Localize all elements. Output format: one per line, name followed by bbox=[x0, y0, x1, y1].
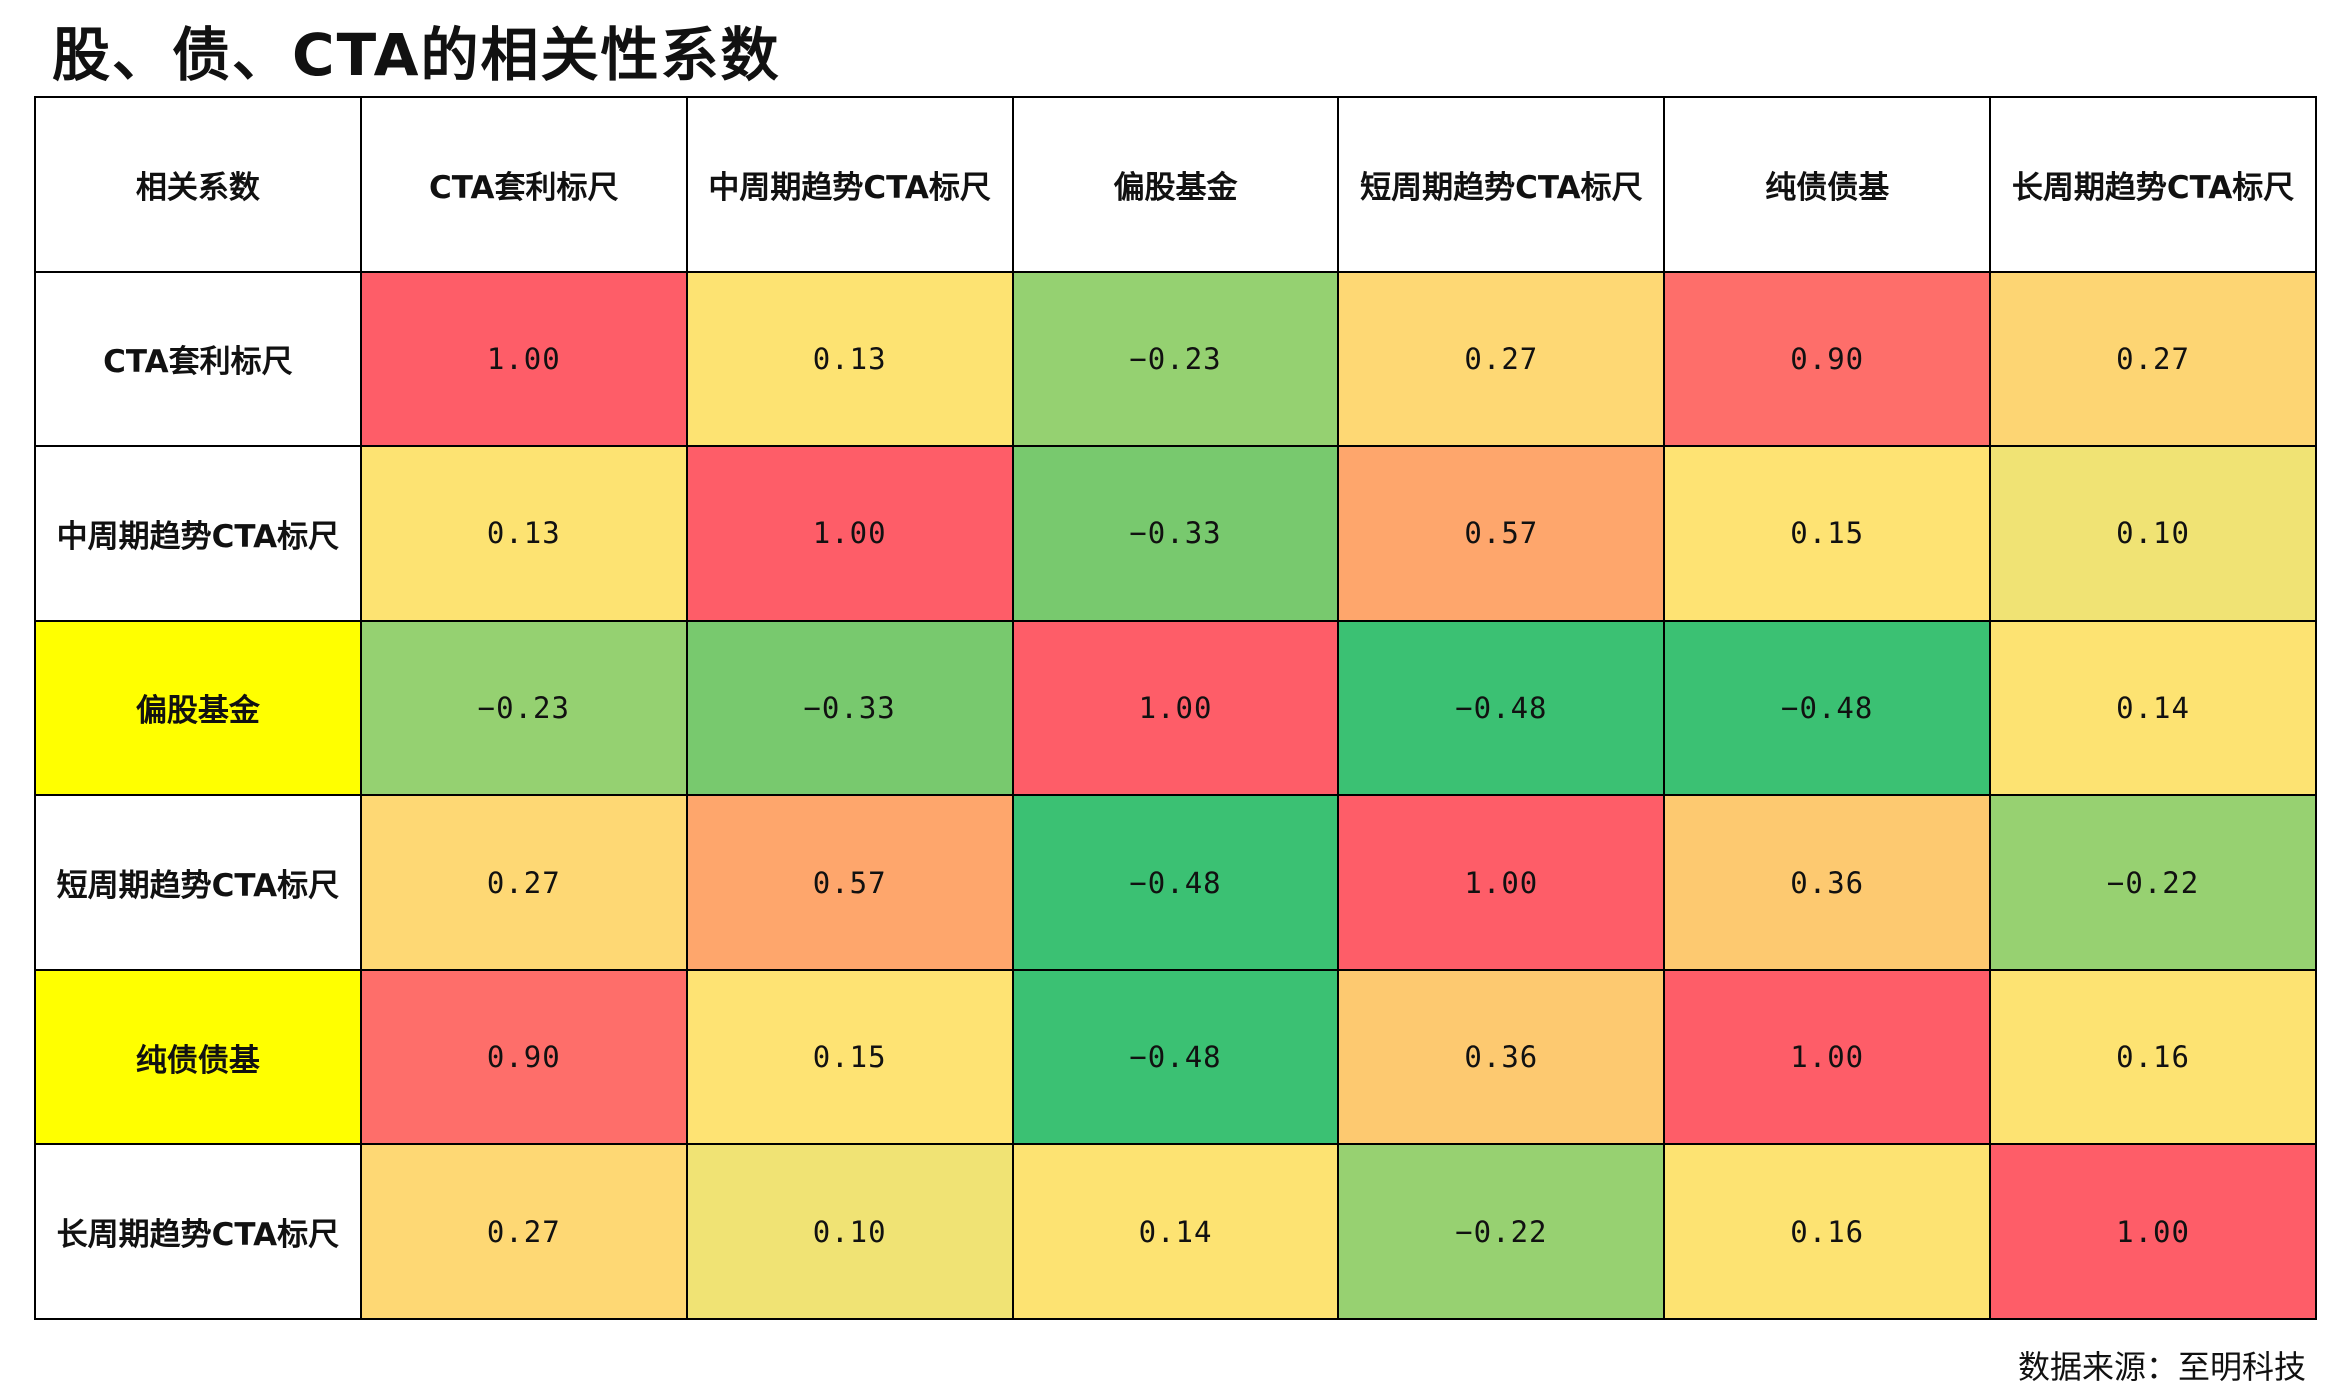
row-header: 短周期趋势CTA标尺 bbox=[36, 796, 360, 969]
column-header: 长周期趋势CTA标尺 bbox=[1991, 98, 2315, 271]
heatmap-cell: 0.27 bbox=[361, 1145, 686, 1318]
column-header: 偏股基金 bbox=[1013, 98, 1338, 271]
data-source: 数据来源：至明科技 bbox=[2017, 1348, 2306, 1386]
heatmap-cell: −0.22 bbox=[1991, 796, 2315, 969]
heatmap-cell: 0.14 bbox=[1013, 1145, 1338, 1318]
heatmap-cell: 0.13 bbox=[361, 447, 686, 620]
heatmap-cell: 0.27 bbox=[1339, 272, 1664, 446]
column-header: 短周期趋势CTA标尺 bbox=[1339, 98, 1664, 271]
row-header: 中周期趋势CTA标尺 bbox=[36, 447, 360, 620]
heatmap-cell: 0.57 bbox=[687, 796, 1012, 969]
heatmap-cell: 1.00 bbox=[687, 447, 1012, 620]
heatmap-cell: 0.27 bbox=[1991, 272, 2315, 446]
heatmap-cell: 1.00 bbox=[1665, 970, 1990, 1144]
row-header: 偏股基金 bbox=[36, 621, 360, 795]
heatmap-cell: 1.00 bbox=[361, 272, 686, 446]
column-header: 纯债债基 bbox=[1665, 98, 1990, 271]
correlation-matrix: 相关系数 CTA套利标尺 中周期趋势CTA标尺 偏股基金 短周期趋势CTA标尺 纯债债基… bbox=[34, 96, 2317, 1320]
heatmap-cell: −0.23 bbox=[361, 621, 686, 795]
heatmap-cell: −0.33 bbox=[687, 621, 1012, 795]
heatmap-cell: 0.16 bbox=[1991, 970, 2315, 1144]
heatmap-cell: 0.36 bbox=[1665, 796, 1990, 969]
heatmap-cell: 0.57 bbox=[1339, 447, 1664, 620]
heatmap-cell: 1.00 bbox=[1991, 1145, 2315, 1318]
heatmap-cell: −0.33 bbox=[1013, 447, 1338, 620]
heatmap-cell: 1.00 bbox=[1339, 796, 1664, 969]
heatmap-cell: 0.90 bbox=[1665, 272, 1990, 446]
row-header: CTA套利标尺 bbox=[36, 272, 360, 446]
row-header: 纯债债基 bbox=[36, 970, 360, 1144]
column-header: CTA套利标尺 bbox=[361, 98, 686, 271]
heatmap-cell: 0.16 bbox=[1665, 1145, 1990, 1318]
heatmap-cell: −0.48 bbox=[1665, 621, 1990, 795]
page-title: 股、债、CTA的相关性系数 bbox=[52, 21, 781, 89]
heatmap-cell: −0.48 bbox=[1339, 621, 1664, 795]
column-header: 中周期趋势CTA标尺 bbox=[687, 98, 1012, 271]
heatmap-cell: 0.10 bbox=[687, 1145, 1012, 1318]
row-header: 长周期趋势CTA标尺 bbox=[36, 1145, 360, 1318]
heatmap-cell: 0.15 bbox=[687, 970, 1012, 1144]
heatmap-cell: 0.13 bbox=[687, 272, 1012, 446]
heatmap-cell: 0.14 bbox=[1991, 621, 2315, 795]
heatmap-cell: 0.27 bbox=[361, 796, 686, 969]
heatmap-cell: 0.36 bbox=[1339, 970, 1664, 1144]
heatmap-cell: −0.48 bbox=[1013, 970, 1338, 1144]
corner-label: 相关系数 bbox=[36, 98, 360, 271]
heatmap-cell: −0.48 bbox=[1013, 796, 1338, 969]
heatmap-cell: 1.00 bbox=[1013, 621, 1338, 795]
heatmap-cell: 0.10 bbox=[1991, 447, 2315, 620]
heatmap-cell: 0.15 bbox=[1665, 447, 1990, 620]
heatmap-cell: −0.22 bbox=[1339, 1145, 1664, 1318]
heatmap-cell: 0.90 bbox=[361, 970, 686, 1144]
heatmap-cell: −0.23 bbox=[1013, 272, 1338, 446]
